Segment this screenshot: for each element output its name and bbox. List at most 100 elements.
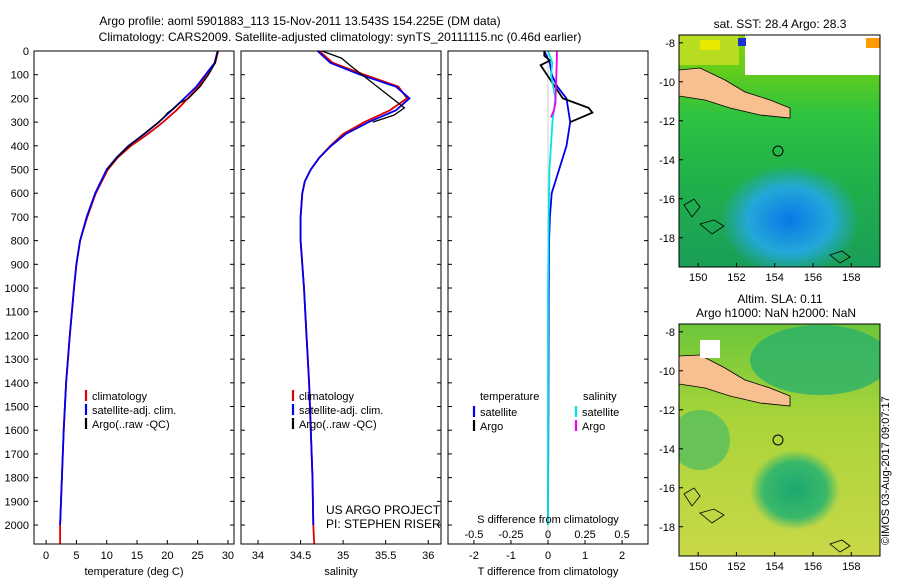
legend-label-s-satellite: satellite xyxy=(582,407,619,419)
sst-map-title: sat. SST: 28.4 Argo: 28.3 xyxy=(713,17,847,31)
y-tick-label: 1200 xyxy=(5,330,29,342)
x-tick-label: 20 xyxy=(161,550,173,562)
x-tick-label: 0 xyxy=(43,550,49,562)
sst-landmass-new-guinea xyxy=(679,67,791,119)
legend-label-argo: Argo(..raw -QC) xyxy=(92,419,170,431)
sst-map xyxy=(679,35,880,267)
sst-y-tick-label: -14 xyxy=(659,155,675,167)
x-tick-label: 35.5 xyxy=(375,550,396,562)
x-axis-label: T difference from climatology xyxy=(478,566,619,578)
x-tick-label: 25 xyxy=(192,550,204,562)
sst-x-tick-label: 156 xyxy=(804,272,822,284)
sla-map-title-1: Altim. SLA: 0.11 xyxy=(737,292,823,306)
y-tick-label: 1300 xyxy=(5,354,29,366)
y-tick-label: 1000 xyxy=(5,283,29,295)
sla-float-marker xyxy=(772,434,784,446)
legend-salinity-title: salinity xyxy=(583,391,617,403)
legend-temperature-title: temperature xyxy=(480,391,539,403)
sla-eddy-north xyxy=(750,325,880,395)
credit-pi: PI: STEPHEN RISER xyxy=(326,517,441,531)
sla-eddy-south xyxy=(750,450,840,530)
sst-y-tick-label: -18 xyxy=(659,233,675,245)
x-tick-label: 5 xyxy=(73,550,79,562)
legend-label-satellite-adj: satellite-adj. clim. xyxy=(92,405,176,417)
series-argo-line xyxy=(106,50,219,170)
sst-x-tick-label: 152 xyxy=(727,272,745,284)
sla-y-tick-label: -10 xyxy=(659,366,675,378)
sla-y-tick-label: -18 xyxy=(659,522,675,534)
sla-y-tick-label: -14 xyxy=(659,444,675,456)
y-tick-label: 1100 xyxy=(5,307,29,319)
series-s-satellite-line xyxy=(547,50,557,525)
sst-y-tick-label: -8 xyxy=(665,38,675,50)
sla-x-tick-label: 152 xyxy=(727,561,745,573)
sst-x-tick-label: 154 xyxy=(766,272,784,284)
sst-y-tick-label: -12 xyxy=(659,116,675,128)
sla-eddy-west xyxy=(679,410,730,470)
header-line-1: Argo profile: aoml 5901883_113 15-Nov-20… xyxy=(99,14,501,28)
x-tick-label: 10 xyxy=(101,550,113,562)
sla-map xyxy=(679,324,880,556)
y-tick-label: 1600 xyxy=(5,425,29,437)
x-tick-label: 0 xyxy=(545,550,551,562)
sst-blue-cell xyxy=(738,38,746,46)
x-tick-label: 35 xyxy=(337,550,349,562)
x-tick-label: 34 xyxy=(252,550,264,562)
sst-y-tick-label: -16 xyxy=(659,194,675,206)
x2-tick-label: 0.25 xyxy=(574,529,595,541)
sla-x-tick-label: 154 xyxy=(766,561,784,573)
x-axis-label: salinity xyxy=(324,566,358,578)
y-tick-label: 1400 xyxy=(5,378,29,390)
sla-x-tick-label: 150 xyxy=(689,561,707,573)
profile-panel-2: 34 34.5 35 35.5 36 salinity climatology satelli… xyxy=(240,50,442,578)
sla-landmass-new-guinea xyxy=(679,354,791,407)
x2-axis-label: S difference from climatology xyxy=(477,514,619,526)
sla-map-title-2: Argo h1000: NaN h2000: NaN xyxy=(695,306,857,320)
series-satellite-adj-line xyxy=(59,50,219,526)
sst-cloud-mask xyxy=(745,35,880,75)
sst-islands xyxy=(683,198,851,264)
series-s-argo-line xyxy=(550,51,558,118)
y-tick-label: 800 xyxy=(11,236,29,248)
profile-panel-1: 0 5 10 15 20 25 300100200300400500600700800900… xyxy=(5,46,235,578)
x-tick-label: -2 xyxy=(469,550,479,562)
legend-label-t-satellite: satellite xyxy=(480,407,517,419)
x2-tick-label: 0 xyxy=(545,529,551,541)
y-tick-label: 1800 xyxy=(5,473,29,485)
sla-y-tick-label: -16 xyxy=(659,483,675,495)
x-tick-label: 1 xyxy=(582,550,588,562)
legend-label-t-argo: Argo xyxy=(480,421,503,433)
sst-warm-cell xyxy=(700,40,720,50)
y-tick-label: 200 xyxy=(11,93,29,105)
y-tick-label: 0 xyxy=(23,46,29,58)
legend-label-argo: Argo(..raw -QC) xyxy=(299,419,377,431)
sst-x-tick-label: 150 xyxy=(689,272,707,284)
x-tick-label: 34.5 xyxy=(290,550,311,562)
y-tick-label: 400 xyxy=(11,141,29,153)
legend-label-s-argo: Argo xyxy=(582,421,605,433)
y-tick-label: 700 xyxy=(11,212,29,224)
x-tick-label: 2 xyxy=(619,550,625,562)
y-tick-label: 1500 xyxy=(5,402,29,414)
y-tick-label: 600 xyxy=(11,188,29,200)
y-tick-label: 500 xyxy=(11,165,29,177)
credit-project: US ARGO PROJECT xyxy=(326,503,441,517)
sla-y-tick-label: -8 xyxy=(665,327,675,339)
x-axis-label: temperature (deg C) xyxy=(84,566,183,578)
x-tick-label: 15 xyxy=(131,550,143,562)
sst-cool-water xyxy=(720,165,860,267)
sla-map-frame xyxy=(678,323,881,557)
series-argo-line xyxy=(321,50,406,123)
y-tick-label: 300 xyxy=(11,117,29,129)
sst-map-frame xyxy=(678,34,881,268)
sst-x-tick-label: 158 xyxy=(842,272,860,284)
sst-float-marker xyxy=(772,145,784,157)
sla-x-tick-label: 158 xyxy=(842,561,860,573)
legend-label-climatology: climatology xyxy=(92,391,148,403)
y-tick-label: 2000 xyxy=(5,520,29,532)
series-t-argo-line xyxy=(539,51,594,123)
y-tick-label: 1900 xyxy=(5,496,29,508)
sst-orange-cell xyxy=(866,38,880,48)
series-climatology-line xyxy=(59,50,220,544)
